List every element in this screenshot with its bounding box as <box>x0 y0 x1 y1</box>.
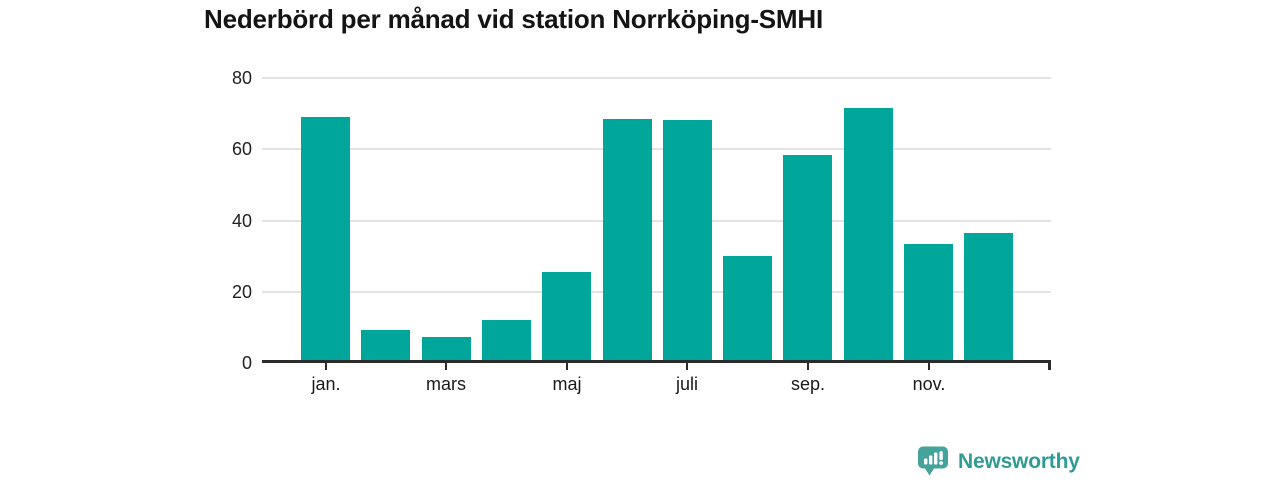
bar-okt. <box>844 108 893 363</box>
x-axis-tick-label: jan. <box>311 374 341 394</box>
newsworthy-logo-text: Newsworthy <box>958 449 1080 473</box>
x-axis-tick-label: juli <box>675 374 698 394</box>
bar-maj <box>542 272 591 363</box>
bar-juli <box>663 120 712 363</box>
bar-mars <box>422 337 471 363</box>
bar-feb. <box>361 330 410 363</box>
gridline <box>262 291 1051 293</box>
bar-dec. <box>964 233 1013 363</box>
x-axis-tick-label: sep. <box>790 374 826 394</box>
x-axis-tick-label: mars <box>426 374 466 394</box>
y-axis-tick-label: 0 <box>241 353 252 373</box>
newsworthy-logo[interactable]: Newsworthy <box>916 445 1080 478</box>
bar-sep. <box>783 155 832 363</box>
bar-apr. <box>482 320 531 363</box>
gridline <box>262 220 1051 222</box>
chart-title: Nederbörd per månad vid station Norrköpi… <box>204 4 823 34</box>
y-axis-tick-label: 40 <box>231 211 252 231</box>
x-axis-tick-label: maj <box>552 374 582 394</box>
logo-bubble-shape <box>918 446 948 476</box>
bar-juni <box>603 119 652 363</box>
bar-chart-bubble-icon <box>916 445 950 478</box>
x-axis-tick <box>807 363 809 370</box>
x-axis-line <box>262 360 1051 363</box>
bar-nov. <box>904 244 953 363</box>
bar-jan. <box>301 117 350 363</box>
x-axis-tick <box>686 363 688 370</box>
x-axis-tick-label: nov. <box>912 374 946 394</box>
y-axis-tick-label: 60 <box>231 139 252 159</box>
y-axis-tick-label: 20 <box>231 282 252 302</box>
x-axis-tick <box>445 363 447 370</box>
x-axis-tick <box>325 363 327 370</box>
gridline <box>262 148 1051 150</box>
x-axis-tick <box>928 363 930 370</box>
x-axis-end-tick <box>1048 360 1051 370</box>
bar-aug. <box>723 256 772 363</box>
x-axis-tick <box>566 363 568 370</box>
y-axis-tick-label: 80 <box>231 68 252 88</box>
gridline <box>262 77 1051 79</box>
